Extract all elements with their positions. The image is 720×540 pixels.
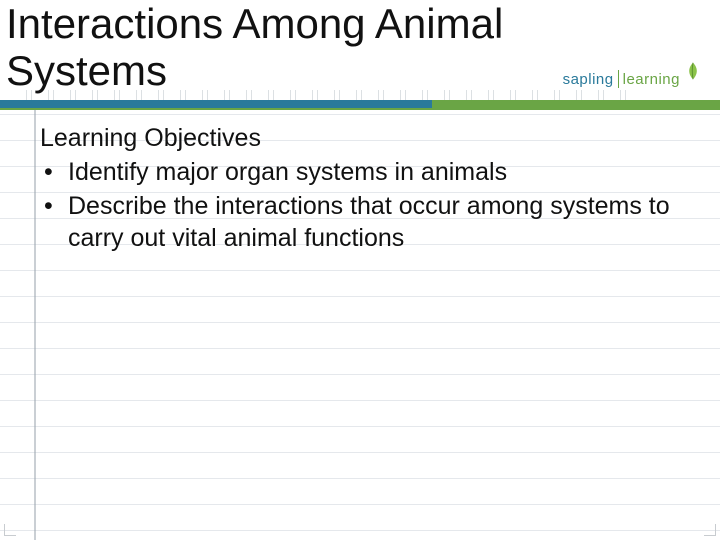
corner-mark bbox=[4, 524, 16, 536]
objectives-heading: Learning Objectives bbox=[40, 122, 690, 154]
leaf-icon bbox=[682, 60, 704, 82]
objectives-list: Identify major organ systems in animals … bbox=[40, 156, 690, 254]
list-item: Describe the interactions that occur amo… bbox=[40, 190, 690, 254]
corner-mark bbox=[704, 524, 716, 536]
body-text: Learning Objectives Identify major organ… bbox=[40, 122, 690, 254]
slide-title: Interactions Among Animal Systems bbox=[6, 0, 580, 94]
accent-band bbox=[0, 100, 720, 108]
slide: Interactions Among Animal Systems saplin… bbox=[0, 0, 720, 540]
logo-word-2: learning bbox=[623, 71, 680, 88]
list-item: Identify major organ systems in animals bbox=[40, 156, 690, 188]
brand-logo: sapling learning bbox=[563, 70, 704, 88]
logo-separator bbox=[618, 70, 619, 88]
logo-word-1: sapling bbox=[563, 71, 614, 88]
margin-line bbox=[34, 108, 36, 540]
